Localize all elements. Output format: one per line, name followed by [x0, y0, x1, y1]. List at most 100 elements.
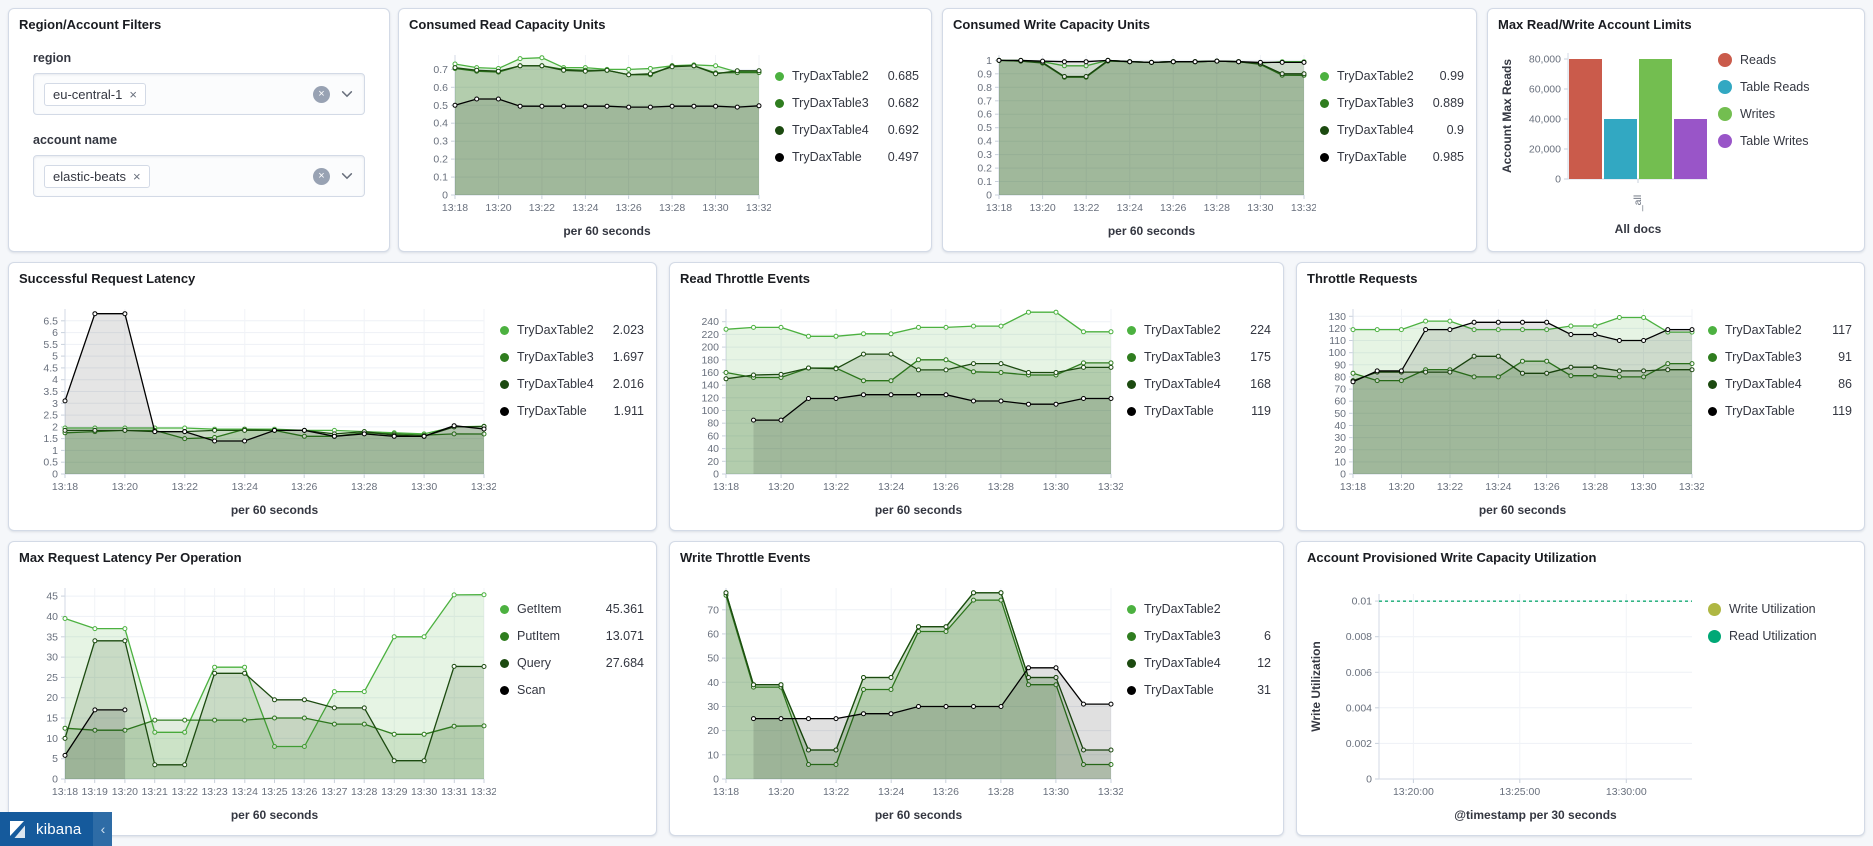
svg-text:13:24: 13:24: [1485, 481, 1511, 493]
remove-account-pill-icon[interactable]: ×: [132, 168, 141, 184]
svg-text:10: 10: [1334, 456, 1346, 468]
svg-text:50: 50: [707, 653, 719, 665]
legend-value: 13.071: [605, 629, 644, 643]
legend-item[interactable]: Reads: [1718, 53, 1852, 67]
svg-text:13:18: 13:18: [442, 202, 468, 214]
consumed-read-capacity-chart[interactable]: 0 0.1 0.2 0.3 0.4 0.5 0.6 0.7 13:18 13:20 13:22 13:…: [409, 37, 772, 241]
legend-item[interactable]: TryDaxTable2 117: [1708, 323, 1852, 337]
legend-label: Write Utilization: [1729, 602, 1816, 616]
legend-item[interactable]: TryDaxTable3 0.682: [775, 96, 919, 110]
legend-value: 168: [1250, 377, 1271, 391]
svg-text:13:24: 13:24: [1117, 202, 1143, 214]
legend-value: 91: [1838, 350, 1852, 364]
chevron-down-icon[interactable]: [340, 169, 354, 183]
panel-write-throttle-events: Write Throttle Events 0 10 20 30 40 50 60 70 13:…: [669, 541, 1284, 836]
legend-item[interactable]: Read Utilization: [1708, 629, 1852, 643]
collapse-sidebar-button[interactable]: ‹: [93, 812, 113, 846]
legend-item[interactable]: TryDaxTable3 6: [1127, 629, 1271, 643]
legend-item[interactable]: Table Writes: [1718, 134, 1852, 148]
write-capacity-utilization-chart[interactable]: 0 0.002 0.004 0.006 0.008 0.01 13:20:00 13:25:0…: [1307, 570, 1704, 825]
svg-text:20: 20: [707, 725, 719, 737]
legend-item[interactable]: TryDaxTable 31: [1127, 683, 1271, 697]
clear-region-icon[interactable]: ×: [313, 85, 330, 103]
svg-text:13:30: 13:30: [1043, 786, 1069, 798]
legend-item[interactable]: TryDaxTable2: [1127, 602, 1271, 616]
legend-item[interactable]: TryDaxTable3 175: [1127, 350, 1271, 364]
legend-item[interactable]: Table Reads: [1718, 80, 1852, 94]
legend-value: 0.985: [1432, 150, 1464, 164]
legend-item[interactable]: Query 27.684: [500, 656, 644, 670]
svg-text:10: 10: [707, 749, 719, 761]
legend-item[interactable]: TryDaxTable 0.497: [775, 150, 919, 164]
legend-item[interactable]: TryDaxTable 119: [1708, 404, 1852, 418]
legend-dot: [500, 352, 509, 362]
legend-value: 224: [1250, 323, 1271, 337]
legend-item[interactable]: TryDaxTable 1.911: [500, 404, 644, 418]
region-pill[interactable]: eu-central-1 ×: [44, 82, 146, 106]
svg-text:0: 0: [986, 190, 992, 202]
svg-text:220: 220: [701, 329, 719, 341]
legend-item[interactable]: TryDaxTable2 0.99: [1320, 69, 1464, 83]
remove-region-pill-icon[interactable]: ×: [129, 86, 137, 102]
account-limits-bar-chart[interactable]: 0 20,000 40,000 60,000 80,000 _all All docs Acc…: [1498, 37, 1714, 241]
legend-item[interactable]: TryDaxTable 119: [1127, 404, 1271, 418]
svg-text:@timestamp per 30 seconds: @timestamp per 30 seconds: [1454, 808, 1617, 822]
legend-dot: [1320, 98, 1329, 108]
max-request-latency-chart[interactable]: 0 5 10 15 20 25 30 35 40 45 13:18 13:19 13:20 13:21 13…: [19, 570, 497, 825]
svg-text:3.5: 3.5: [43, 386, 58, 398]
chart-legend: Write Utilization Read Utilization: [1704, 570, 1854, 825]
svg-text:per 60 seconds: per 60 seconds: [563, 224, 651, 238]
legend-item[interactable]: TryDaxTable3 0.889: [1320, 96, 1464, 110]
legend-dot: [1718, 80, 1732, 94]
svg-text:4: 4: [52, 374, 58, 386]
legend-dot: [500, 406, 509, 416]
kibana-logo-area[interactable]: kibana: [0, 812, 94, 846]
svg-text:180: 180: [701, 354, 719, 366]
svg-text:13:28: 13:28: [988, 786, 1014, 798]
write-throttle-events-chart[interactable]: 0 10 20 30 40 50 60 70 13:18 13:20 13:22 13:24 13:26…: [680, 570, 1124, 825]
svg-text:40: 40: [707, 677, 719, 689]
legend-item[interactable]: TryDaxTable2 2.023: [500, 323, 644, 337]
panel-successful-request-latency: Successful Request Latency 0 0.5 1 1.5 2 2.5 3…: [8, 262, 657, 531]
svg-text:20: 20: [46, 692, 58, 704]
account-name-pill[interactable]: elastic-beats ×: [44, 164, 150, 188]
successful-request-latency-chart[interactable]: 0 0.5 1 1.5 2 2.5 3 3.5 4 4.5 5 5.5 6 6.5 13:18 13:20 13…: [19, 291, 497, 520]
chart-legend: TryDaxTable2 0.99 TryDaxTable3 0.889 TryDaxT…: [1316, 37, 1466, 241]
svg-text:13:21: 13:21: [142, 786, 168, 798]
account-name-combobox[interactable]: elastic-beats × ×: [33, 155, 365, 197]
svg-text:0.3: 0.3: [977, 149, 992, 161]
legend-item[interactable]: Scan: [500, 683, 644, 697]
legend-item[interactable]: TryDaxTable2 0.685: [775, 69, 919, 83]
legend-item[interactable]: TryDaxTable4 2.016: [500, 377, 644, 391]
svg-text:70: 70: [707, 604, 719, 616]
legend-item[interactable]: Write Utilization: [1708, 602, 1852, 616]
legend-item[interactable]: TryDaxTable4 0.692: [775, 123, 919, 137]
svg-text:13:25: 13:25: [261, 786, 287, 798]
svg-text:0: 0: [52, 774, 58, 786]
legend-item[interactable]: GetItem 45.361: [500, 602, 644, 616]
legend-item[interactable]: TryDaxTable4 168: [1127, 377, 1271, 391]
legend-label: TryDaxTable2: [1144, 323, 1221, 337]
svg-text:100: 100: [701, 405, 719, 417]
legend-item[interactable]: TryDaxTable3 1.697: [500, 350, 644, 364]
region-combobox[interactable]: eu-central-1 × ×: [33, 73, 365, 115]
legend-item[interactable]: TryDaxTable4 12: [1127, 656, 1271, 670]
legend-dot: [1127, 604, 1136, 614]
legend-label: TryDaxTable: [1725, 404, 1795, 418]
throttle-requests-chart[interactable]: 0 10 20 30 40 50 60 70 80 90 100 110 120 130 13:18 13:2…: [1307, 291, 1705, 520]
legend-item[interactable]: TryDaxTable3 91: [1708, 350, 1852, 364]
legend-item[interactable]: TryDaxTable4 0.9: [1320, 123, 1464, 137]
clear-account-icon[interactable]: ×: [313, 167, 330, 185]
legend-item[interactable]: PutItem 13.071: [500, 629, 644, 643]
read-throttle-events-chart[interactable]: 0 20 40 60 80 100 120 140 160 180 200 220 240 13:18 13…: [680, 291, 1124, 520]
chevron-down-icon[interactable]: [340, 87, 354, 101]
legend-item[interactable]: TryDaxTable 0.985: [1320, 150, 1464, 164]
svg-text:13:32: 13:32: [1291, 202, 1316, 214]
consumed-write-capacity-chart[interactable]: 0 0.1 0.2 0.3 0.4 0.5 0.6 0.7 0.8 0.9 1 13:18 13:20 1…: [953, 37, 1317, 241]
legend-item[interactable]: TryDaxTable2 224: [1127, 323, 1271, 337]
legend-dot: [1127, 406, 1136, 416]
svg-text:60: 60: [1334, 396, 1346, 408]
svg-text:13:32: 13:32: [471, 481, 496, 493]
legend-item[interactable]: TryDaxTable4 86: [1708, 377, 1852, 391]
legend-item[interactable]: Writes: [1718, 107, 1852, 121]
